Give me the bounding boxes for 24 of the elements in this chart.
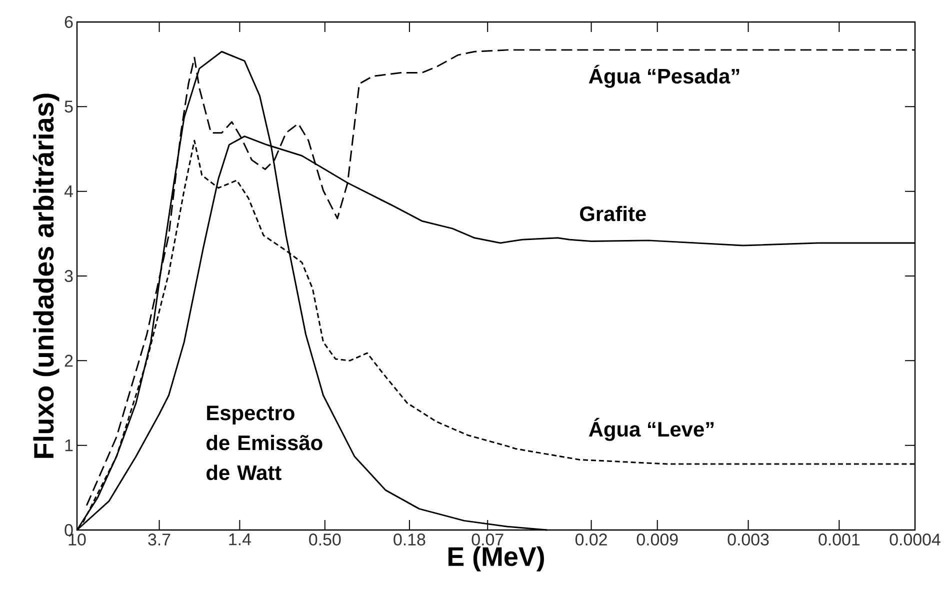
x-tick-label: 0.07: [472, 534, 504, 546]
series-label: Água “Pesada”: [588, 64, 740, 88]
x-axis-title: E (MeV): [448, 546, 544, 572]
x-tick-label: 0.50: [309, 534, 341, 546]
y-tick-label: 2: [64, 354, 73, 367]
x-tick-label: 0.009: [636, 534, 678, 546]
y-tick-label: 1: [65, 440, 73, 452]
x-tick-label: 0.001: [818, 534, 860, 546]
series-label: Grafite: [580, 206, 646, 222]
y-tick-label: 3: [64, 270, 73, 282]
x-tick-label: 3.7: [148, 534, 170, 546]
x-tick-label: 0.18: [394, 534, 426, 546]
series-label: Água “Leve”: [588, 418, 714, 441]
series-label: Espectro de Emissão de Watt: [206, 406, 322, 480]
x-tick-label: 0.0004: [890, 534, 940, 546]
y-tick-label: 5: [64, 100, 73, 113]
y-tick-label: 6: [64, 16, 73, 28]
y-tick-label: 0: [64, 524, 73, 536]
x-tick-label: 0.02: [575, 534, 607, 546]
x-tick-label: 0.003: [728, 534, 769, 546]
x-tick-label: 10: [68, 534, 86, 546]
y-axis-title: Fluxo (unidades arbitrárias): [32, 94, 60, 458]
y-tick-label: 4: [64, 186, 73, 198]
x-tick-label: 1.4: [229, 534, 251, 546]
